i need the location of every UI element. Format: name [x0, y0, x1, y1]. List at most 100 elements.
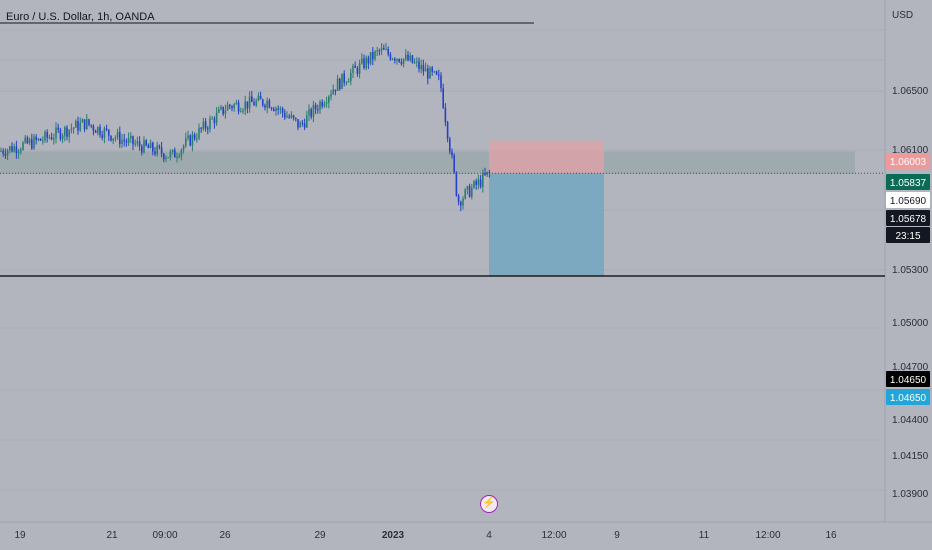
candle-body [369, 52, 372, 64]
candle-body [207, 128, 209, 130]
candle-body [103, 128, 106, 138]
support-zone[interactable] [0, 151, 855, 174]
candle-body [361, 58, 363, 64]
take-profit-price-tag[interactable]: 1.04650 [886, 389, 930, 405]
time-tick-label: 26 [219, 530, 231, 541]
candle-body [424, 68, 427, 72]
candle-body [367, 57, 370, 64]
candle-body [17, 151, 20, 153]
candle-body [94, 130, 97, 133]
lightning-bolt-icon[interactable]: ⚡ [480, 495, 498, 513]
candle-body [11, 146, 13, 152]
candle-body [209, 118, 211, 130]
candle-body [259, 95, 262, 100]
candle-body [374, 51, 376, 60]
candle-body [292, 115, 295, 118]
horizontal-line-price-tag-bg [886, 371, 930, 387]
candle-body [317, 109, 319, 111]
candle-body [286, 116, 288, 118]
candle-body [37, 138, 40, 141]
candle-body [233, 104, 235, 109]
time-tick-label: 29 [314, 530, 326, 541]
time-axis[interactable]: 19 21 09:00 26 29 2023 4 12:00 9 11 12:00 16 [14, 530, 837, 541]
stop-loss-price-tag[interactable]: 1.06003 [886, 153, 930, 169]
candle-body [354, 65, 356, 68]
time-tick-label: 4 [486, 530, 492, 541]
price-tick-label: 1.03900 [892, 489, 929, 500]
horizontal-line-price-tag[interactable]: 1.04650 [886, 371, 930, 387]
candle-body [222, 106, 224, 114]
candle-body [176, 156, 178, 158]
chart-title: Euro / U.S. Dollar, 1h, OANDA [6, 11, 155, 23]
candle-body [321, 101, 323, 107]
candle-body [341, 73, 343, 90]
entry-zone-price-tag[interactable]: 1.05837 [886, 174, 930, 190]
candle-body [143, 140, 145, 153]
candle-body [402, 58, 405, 64]
candle-body [253, 102, 255, 106]
take-profit-area[interactable] [489, 173, 604, 276]
price-tick-label: 1.04150 [892, 451, 929, 462]
candle-body [145, 140, 147, 146]
candle-body [332, 89, 334, 95]
time-tick-label: 9 [614, 530, 620, 541]
candle-body [380, 48, 383, 51]
candle-body [411, 55, 414, 63]
candle-body [130, 135, 132, 139]
price-axis[interactable]: 1.06500 1.06100 1.05300 1.05000 1.04700 1.044… [892, 86, 929, 500]
candle-body [248, 96, 251, 109]
candle-body [455, 171, 458, 196]
candle-body [471, 187, 473, 197]
candle-body [255, 100, 257, 106]
candle-body [0, 150, 2, 152]
stop-loss-area[interactable] [489, 140, 604, 174]
candle-body [44, 131, 46, 141]
candle-body [433, 71, 436, 73]
zone-bottom-price-tag-bg [886, 192, 930, 208]
last-price-tag[interactable]: 1.05678 [886, 210, 930, 226]
candle-body [211, 118, 213, 120]
countdown-tag[interactable]: 23:15 [886, 227, 930, 243]
candle-body [416, 61, 418, 63]
candle-body [165, 157, 167, 160]
time-tick-label: 19 [14, 530, 26, 541]
candle-body [204, 121, 207, 129]
candle-body [396, 58, 398, 61]
candle-body [57, 127, 59, 130]
candle-body [22, 142, 24, 150]
candle-body [31, 139, 33, 149]
countdown-tag-bg [886, 227, 930, 243]
zone-bottom-price-tag[interactable]: 1.05690 [886, 192, 930, 208]
candle-body [288, 116, 290, 118]
candle-body [295, 117, 297, 120]
candle-body [33, 136, 35, 149]
time-tick-label: 12:00 [755, 530, 780, 541]
candle-body [262, 99, 264, 106]
candle-body [310, 109, 312, 117]
candle-body [284, 112, 286, 118]
entry-zone-price-tag-bg [886, 174, 930, 190]
candle-body [99, 127, 101, 136]
stop-loss-price-tag-bg [886, 153, 930, 169]
candle-body [407, 54, 409, 61]
candle-body [119, 131, 121, 144]
candle-body [347, 81, 350, 83]
candle-body [385, 48, 387, 50]
candle-body [479, 179, 482, 187]
time-tick-label: 2023 [382, 530, 405, 541]
candle-body [125, 141, 128, 143]
candle-body [281, 108, 284, 113]
candle-body [114, 137, 117, 139]
candle-body [97, 127, 99, 133]
candle-body [427, 68, 429, 79]
candle-body [306, 115, 308, 128]
candle-body [468, 186, 471, 197]
candle-body [246, 101, 249, 109]
plot-area[interactable] [0, 0, 885, 522]
candle-body [79, 122, 81, 131]
candle-body [453, 155, 455, 172]
candle-body [488, 171, 491, 173]
candle-body [163, 153, 165, 160]
price-tick-label: 1.04700 [892, 362, 929, 373]
